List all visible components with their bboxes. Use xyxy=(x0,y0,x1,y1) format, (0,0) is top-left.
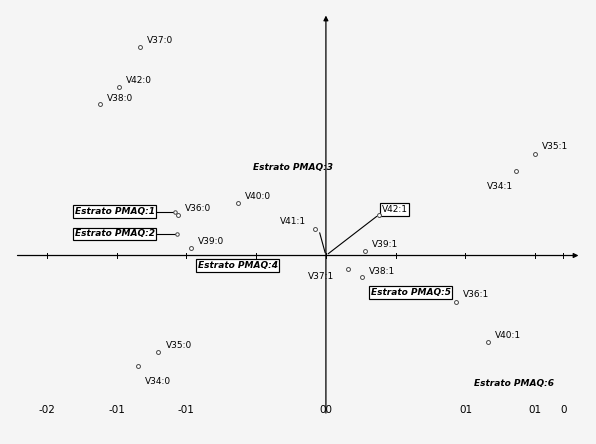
Text: 00: 00 xyxy=(319,405,333,415)
Text: V40:1: V40:1 xyxy=(495,330,521,340)
Text: V35:1: V35:1 xyxy=(542,143,569,151)
Text: 0: 0 xyxy=(560,405,566,415)
Text: V42:1: V42:1 xyxy=(381,205,408,214)
Text: V36:1: V36:1 xyxy=(462,290,489,299)
Text: V35:0: V35:0 xyxy=(166,341,192,349)
Text: V34:0: V34:0 xyxy=(144,377,170,385)
Text: Estrato PMAQ:4: Estrato PMAQ:4 xyxy=(197,261,278,270)
Text: Estrato PMAQ:5: Estrato PMAQ:5 xyxy=(371,288,451,297)
Text: V37:1: V37:1 xyxy=(308,272,334,281)
Text: V42:0: V42:0 xyxy=(126,76,153,85)
Text: V41:1: V41:1 xyxy=(280,217,306,226)
Text: V40:0: V40:0 xyxy=(245,192,271,201)
Text: V39:0: V39:0 xyxy=(197,237,224,246)
Text: Estrato PMAQ:2: Estrato PMAQ:2 xyxy=(74,230,155,238)
Text: Estrato PMAQ:6: Estrato PMAQ:6 xyxy=(474,379,554,388)
Text: -01: -01 xyxy=(108,405,125,415)
Text: Estrato PMAQ:1: Estrato PMAQ:1 xyxy=(74,207,155,216)
Text: 01: 01 xyxy=(459,405,472,415)
Text: V37:0: V37:0 xyxy=(147,36,173,45)
Text: V34:1: V34:1 xyxy=(487,182,513,190)
Text: -02: -02 xyxy=(38,405,55,415)
Text: V38:0: V38:0 xyxy=(107,94,133,103)
Text: V36:0: V36:0 xyxy=(185,204,211,213)
Text: 01: 01 xyxy=(529,405,542,415)
Text: V39:1: V39:1 xyxy=(372,240,398,249)
Text: Estrato PMAQ:3: Estrato PMAQ:3 xyxy=(253,163,333,172)
Text: V38:1: V38:1 xyxy=(369,266,395,276)
Text: -01: -01 xyxy=(178,405,195,415)
